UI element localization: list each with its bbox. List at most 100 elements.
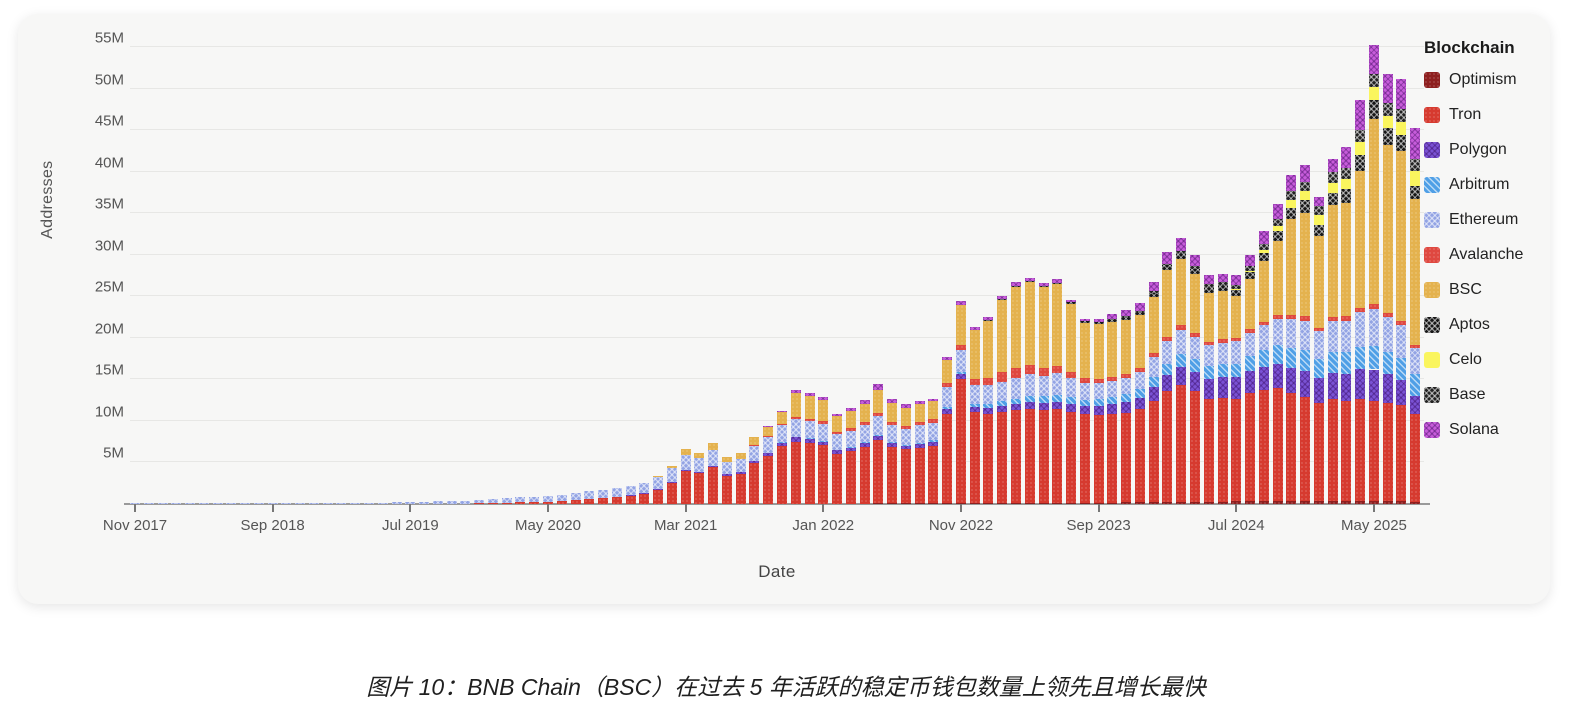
bar-segment-aptos [1355, 154, 1366, 171]
gridline [130, 212, 1424, 214]
bar-segment-tron [529, 501, 540, 504]
legend-swatch-celo [1424, 352, 1440, 368]
bar-segment-polygon [790, 437, 801, 442]
bar-segment-arbitrum [955, 371, 966, 375]
legend-item-label: Tron [1449, 106, 1482, 123]
bar-segment-optimism [1079, 503, 1090, 504]
bar-segment-tron [777, 445, 787, 504]
x-tick [134, 504, 136, 512]
bar-segment-base [1258, 244, 1269, 251]
x-tick-label: Jan 2022 [792, 517, 855, 534]
bar-segment-ethereum [1038, 375, 1049, 397]
bar-segment-base [1231, 284, 1242, 289]
bar-segment-avalanche [1079, 378, 1090, 384]
bar-segment-arbitrum [777, 441, 787, 443]
bar-segment-ethereum [818, 424, 829, 441]
bar-segment-ethereum [832, 434, 843, 450]
bar-segment-ethereum [942, 387, 953, 408]
bar-segment-arbitrum [1286, 347, 1297, 368]
bar-segment-tron [680, 470, 691, 504]
bar-segment-arbitrum [790, 436, 801, 438]
bar-segment-arbitrum [1355, 347, 1366, 370]
bar-segment-bsc [680, 448, 691, 455]
bar-segment-polygon [1038, 402, 1049, 411]
legend-swatch-ethereum [1424, 212, 1440, 228]
bar-segment-optimism [1107, 502, 1118, 504]
bar-segment-base [1203, 284, 1214, 288]
gridline [130, 378, 1424, 380]
bar-segment-bsc [900, 407, 911, 427]
bar-segment-ethereum [749, 445, 760, 461]
bar-segment-base [1355, 129, 1366, 143]
bar-segment-base [1368, 73, 1379, 88]
bar-segment-polygon [1258, 366, 1269, 390]
bar-segment-tron [694, 473, 705, 504]
bar-segment-arbitrum [1107, 397, 1118, 404]
bar-segment-polygon [914, 443, 925, 448]
bar-segment-ethereum [900, 428, 911, 445]
bar-segment-avalanche [942, 382, 953, 388]
legend-item-label: Ethereum [1449, 211, 1519, 228]
bar-segment-celo [1396, 121, 1407, 135]
bar-segment-polygon [1148, 387, 1159, 401]
bar-segment-optimism [1024, 503, 1035, 504]
bar-segment-optimism [1134, 502, 1145, 504]
bar-segment-optimism [1162, 501, 1173, 504]
gridline [130, 87, 1424, 89]
bar-segment-polygon [1217, 376, 1228, 398]
bar-segment-arbitrum [887, 441, 898, 444]
bar-segment-ethereum [1148, 357, 1159, 378]
bar-segment-arbitrum [1300, 350, 1311, 372]
bar-segment-polygon [1272, 363, 1283, 388]
bar-segment-optimism [1272, 500, 1283, 504]
bar-segment-polygon [1368, 369, 1379, 402]
bar-segment-ethereum [1396, 325, 1407, 359]
bar-segment-solana [928, 398, 939, 402]
bar-segment-bsc [1107, 322, 1118, 377]
bar-segment-bsc [1217, 291, 1228, 340]
bar-segment-ethereum [1011, 377, 1022, 399]
bar-segment-ethereum [1176, 329, 1187, 354]
bar-segment-avalanche [859, 422, 870, 426]
bar-segment-aptos [1341, 189, 1352, 203]
legend-item-celo: Celo [1424, 351, 1554, 368]
legend-item-arbitrum: Arbitrum [1424, 176, 1554, 193]
bar-segment-optimism [1245, 501, 1256, 504]
bar-segment-base [1396, 109, 1407, 122]
bar-segment-aptos [1245, 271, 1256, 279]
bar-segment-avalanche [1203, 341, 1214, 346]
bar-segment-avalanche [832, 431, 843, 435]
bar-segment-solana [1286, 174, 1297, 192]
bar-segment-ethereum [267, 503, 278, 504]
bar-segment-tron [1382, 402, 1393, 501]
bar-segment-arbitrum [997, 401, 1008, 407]
bar-segment-bsc [708, 443, 719, 451]
bar-segment-polygon [1410, 396, 1421, 415]
bar-segment-solana [887, 398, 898, 403]
bar-segment-celo [1300, 190, 1311, 201]
bar-segment-arbitrum [1024, 395, 1035, 402]
bar-segment-tron [1410, 414, 1421, 502]
bar-segment-solana [1066, 299, 1077, 303]
bar-segment-ethereum [1286, 318, 1297, 348]
legend-item-label: Solana [1449, 421, 1499, 438]
bar-segment-polygon [777, 442, 787, 446]
bar-segment-arbitrum [983, 404, 994, 409]
gridline [130, 336, 1424, 338]
bar-segment-optimism [1286, 500, 1297, 504]
bar-segment-bsc [721, 456, 732, 462]
bar-segment-avalanche [873, 412, 884, 417]
bar-segment-solana [1121, 309, 1132, 317]
bar-segment-ethereum [1258, 325, 1269, 351]
bar-segment-bsc [1024, 281, 1035, 365]
x-tick [546, 504, 549, 512]
bar-segment-avalanche [1162, 336, 1173, 342]
bar-segment-arbitrum [804, 438, 815, 440]
legend-item-label: Avalanche [1449, 246, 1524, 263]
legend-swatch-bsc [1424, 282, 1440, 298]
bar-segment-avalanche [1313, 327, 1324, 332]
bar-segment-tron [1258, 389, 1269, 502]
legend-item-tron: Tron [1424, 106, 1554, 123]
bar-segment-tron [487, 503, 498, 504]
bar-segment-bsc [1341, 202, 1352, 317]
